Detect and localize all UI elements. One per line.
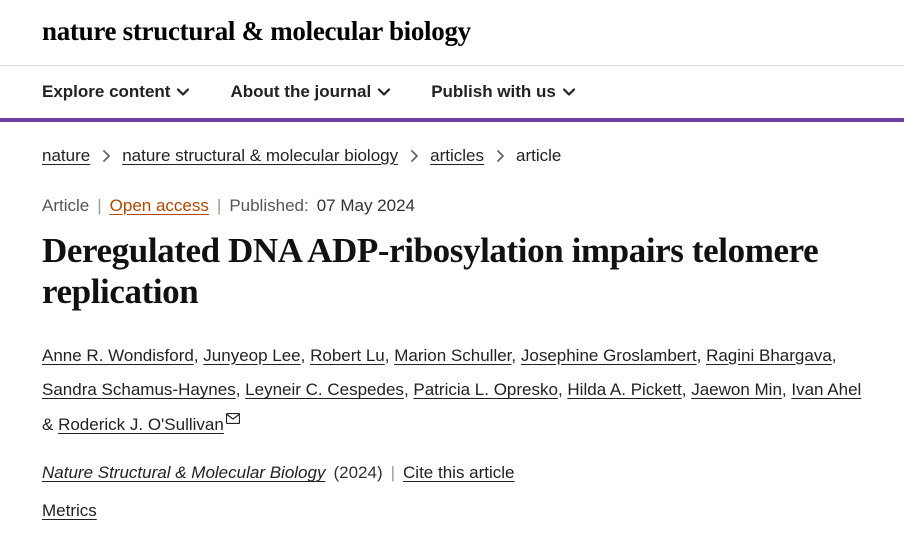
- author-link[interactable]: Patricia L. Opresko: [413, 380, 558, 399]
- open-access-link[interactable]: Open access: [110, 196, 209, 216]
- separator: |: [391, 463, 395, 483]
- chevron-down-icon: [176, 85, 190, 99]
- author-link[interactable]: Junyeop Lee: [203, 346, 300, 365]
- chevron-right-icon: [409, 150, 419, 162]
- author-link[interactable]: Jaewon Min: [691, 380, 782, 399]
- nav-item-label: Explore content: [42, 82, 170, 102]
- metrics-link[interactable]: Metrics: [42, 501, 97, 520]
- chevron-down-icon: [562, 85, 576, 99]
- separator: |: [217, 196, 221, 216]
- breadcrumb-link[interactable]: nature structural & molecular biology: [122, 146, 398, 166]
- article-type: Article: [42, 196, 89, 216]
- breadcrumb-current: article: [516, 146, 561, 166]
- journal-header: nature structural & molecular biology: [0, 0, 904, 66]
- ampersand: &: [42, 415, 53, 434]
- breadcrumb: nature nature structural & molecular bio…: [42, 146, 862, 166]
- journal-reference: Nature Structural & Molecular Biology (2…: [42, 463, 862, 483]
- author-link[interactable]: Ivan Ahel: [791, 380, 861, 399]
- chevron-right-icon: [495, 150, 505, 162]
- mail-icon[interactable]: [226, 413, 240, 424]
- breadcrumb-link[interactable]: articles: [430, 146, 484, 166]
- metrics: Metrics: [42, 501, 862, 521]
- article-content: nature nature structural & molecular bio…: [0, 122, 904, 539]
- author-link[interactable]: Anne R. Wondisford: [42, 346, 194, 365]
- journal-name-link[interactable]: Nature Structural & Molecular Biology: [42, 463, 325, 483]
- cite-article-link[interactable]: Cite this article: [403, 463, 514, 483]
- author-list: Anne R. Wondisford, Junyeop Lee, Robert …: [42, 339, 862, 444]
- author-link[interactable]: Hilda A. Pickett: [567, 380, 681, 399]
- journal-title[interactable]: nature structural & molecular biology: [42, 16, 862, 47]
- author-link[interactable]: Robert Lu: [310, 346, 385, 365]
- breadcrumb-link[interactable]: nature: [42, 146, 90, 166]
- nav-item-label: About the journal: [230, 82, 371, 102]
- chevron-down-icon: [377, 85, 391, 99]
- author-link[interactable]: Leyneir C. Cespedes: [245, 380, 404, 399]
- author-link[interactable]: Ragini Bhargava: [706, 346, 832, 365]
- chevron-right-icon: [101, 150, 111, 162]
- author-link[interactable]: Josephine Groslambert: [521, 346, 697, 365]
- separator: |: [97, 196, 101, 216]
- nav-explore-content[interactable]: Explore content: [42, 82, 190, 102]
- nav-about-journal[interactable]: About the journal: [230, 82, 391, 102]
- journal-year: (2024): [333, 463, 382, 483]
- nav-item-label: Publish with us: [431, 82, 556, 102]
- published-date: 07 May 2024: [317, 196, 415, 216]
- author-link[interactable]: Marion Schuller: [394, 346, 511, 365]
- published-label: Published:: [229, 196, 308, 216]
- author-link[interactable]: Roderick J. O'Sullivan: [58, 415, 224, 434]
- author-link[interactable]: Sandra Schamus-Haynes: [42, 380, 236, 399]
- article-title: Deregulated DNA ADP-ribosylation impairs…: [42, 230, 862, 313]
- article-meta: Article | Open access | Published: 07 Ma…: [42, 196, 862, 216]
- nav-publish-with-us[interactable]: Publish with us: [431, 82, 576, 102]
- nav-bar: Explore content About the journal Publis…: [0, 66, 904, 122]
